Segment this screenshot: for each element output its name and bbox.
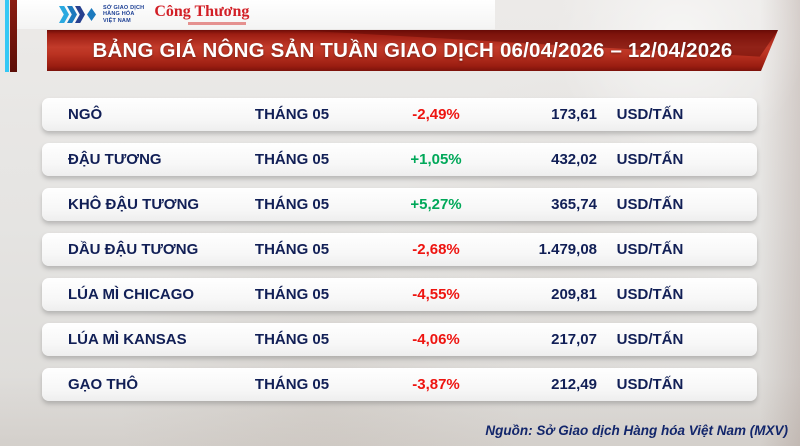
- change-percent: +5,27%: [410, 196, 462, 213]
- table-row: DẦU ĐẬU TƯƠNG THÁNG 05 -2,68% 1.479,08 U…: [42, 233, 757, 266]
- commodity-name: DẦU ĐẬU TƯƠNG: [68, 241, 199, 258]
- table-row: KHÔ ĐẬU TƯƠNG THÁNG 05 +5,27% 365,74 USD…: [42, 188, 757, 221]
- price-unit: USD/TẤN: [616, 376, 684, 393]
- logo-band: SỞ GIAO DỊCH HÀNG HÓA VIỆT NAM Công Thươ…: [17, 0, 495, 29]
- price-unit: USD/TẤN: [616, 196, 684, 213]
- mxv-logo-line: HÀNG HÓA: [103, 11, 135, 18]
- price-unit: USD/TẤN: [616, 151, 684, 168]
- commodity-name: GẠO THÔ: [68, 376, 138, 393]
- contract-month: THÁNG 05: [254, 376, 330, 393]
- price-value: 217,07: [551, 331, 597, 348]
- left-accent-stripe-maroon: [10, 0, 17, 72]
- commodity-name: LÚA MÌ KANSAS: [68, 331, 187, 348]
- source-attribution: Nguồn: Sở Giao dịch Hàng hóa Việt Nam (M…: [485, 423, 788, 438]
- page-title: BẢNG GIÁ NÔNG SẢN TUẦN GIAO DỊCH 06/04/2…: [92, 38, 733, 62]
- change-percent: -2,49%: [412, 106, 460, 123]
- contract-month: THÁNG 05: [254, 286, 330, 303]
- commodity-name: KHÔ ĐẬU TƯƠNG: [68, 196, 200, 213]
- change-percent: +1,05%: [410, 151, 462, 168]
- price-unit: USD/TẤN: [616, 241, 684, 258]
- price-value: 212,49: [551, 376, 597, 393]
- title-banner: BẢNG GIÁ NÔNG SẢN TUẦN GIAO DỊCH 06/04/2…: [47, 30, 778, 71]
- contract-month: THÁNG 05: [254, 106, 330, 123]
- commodity-name: LÚA MÌ CHICAGO: [68, 286, 195, 303]
- table-row: ĐẬU TƯƠNG THÁNG 05 +1,05% 432,02 USD/TẤN: [42, 143, 757, 176]
- change-percent: -3,87%: [412, 376, 460, 393]
- contract-month: THÁNG 05: [254, 196, 330, 213]
- table-row: LÚA MÌ KANSAS THÁNG 05 -4,06% 217,07 USD…: [42, 323, 757, 356]
- price-unit: USD/TẤN: [616, 331, 684, 348]
- price-unit: USD/TẤN: [616, 106, 684, 123]
- left-accent-stripe-cyan: [5, 0, 9, 72]
- congthuong-logo-text: Công Thương: [154, 3, 250, 20]
- price-value: 365,74: [551, 196, 597, 213]
- table-row: LÚA MÌ CHICAGO THÁNG 05 -4,55% 209,81 US…: [42, 278, 757, 311]
- mxv-diamond-icon: [87, 8, 96, 21]
- contract-month: THÁNG 05: [254, 241, 330, 258]
- mxv-logo-line: SỞ GIAO DỊCH: [103, 4, 145, 11]
- contract-month: THÁNG 05: [254, 331, 330, 348]
- price-value: 1.479,08: [538, 241, 597, 258]
- change-percent: -4,06%: [412, 331, 460, 348]
- price-unit: USD/TẤN: [616, 286, 684, 303]
- mxv-chevron-icon: [59, 6, 69, 23]
- table-row: GẠO THÔ THÁNG 05 -3,87% 212,49 USD/TẤN: [42, 368, 757, 401]
- price-table: NGÔ THÁNG 05 -2,49% 173,61 USD/TẤN ĐẬU T…: [42, 98, 757, 413]
- price-value: 173,61: [551, 106, 597, 123]
- congthuong-logo: Công Thương: [154, 4, 249, 25]
- mxv-logo-text: SỞ GIAO DỊCH HÀNG HÓA VIỆT NAM: [103, 5, 144, 25]
- change-percent: -2,68%: [412, 241, 460, 258]
- mxv-logo: SỞ GIAO DỊCH HÀNG HÓA VIỆT NAM: [59, 5, 144, 25]
- table-row: NGÔ THÁNG 05 -2,49% 173,61 USD/TẤN: [42, 98, 757, 131]
- mxv-chevron-icon: [75, 6, 85, 23]
- price-value: 209,81: [551, 286, 597, 303]
- mxv-chevron-icon: [67, 6, 77, 23]
- commodity-name: ĐẬU TƯƠNG: [68, 151, 162, 168]
- change-percent: -4,55%: [412, 286, 460, 303]
- mxv-logo-line: VIỆT NAM: [103, 17, 131, 24]
- commodity-name: NGÔ: [68, 106, 103, 123]
- congthuong-tagline-strip: [188, 22, 247, 25]
- price-value: 432,02: [551, 151, 597, 168]
- contract-month: THÁNG 05: [254, 151, 330, 168]
